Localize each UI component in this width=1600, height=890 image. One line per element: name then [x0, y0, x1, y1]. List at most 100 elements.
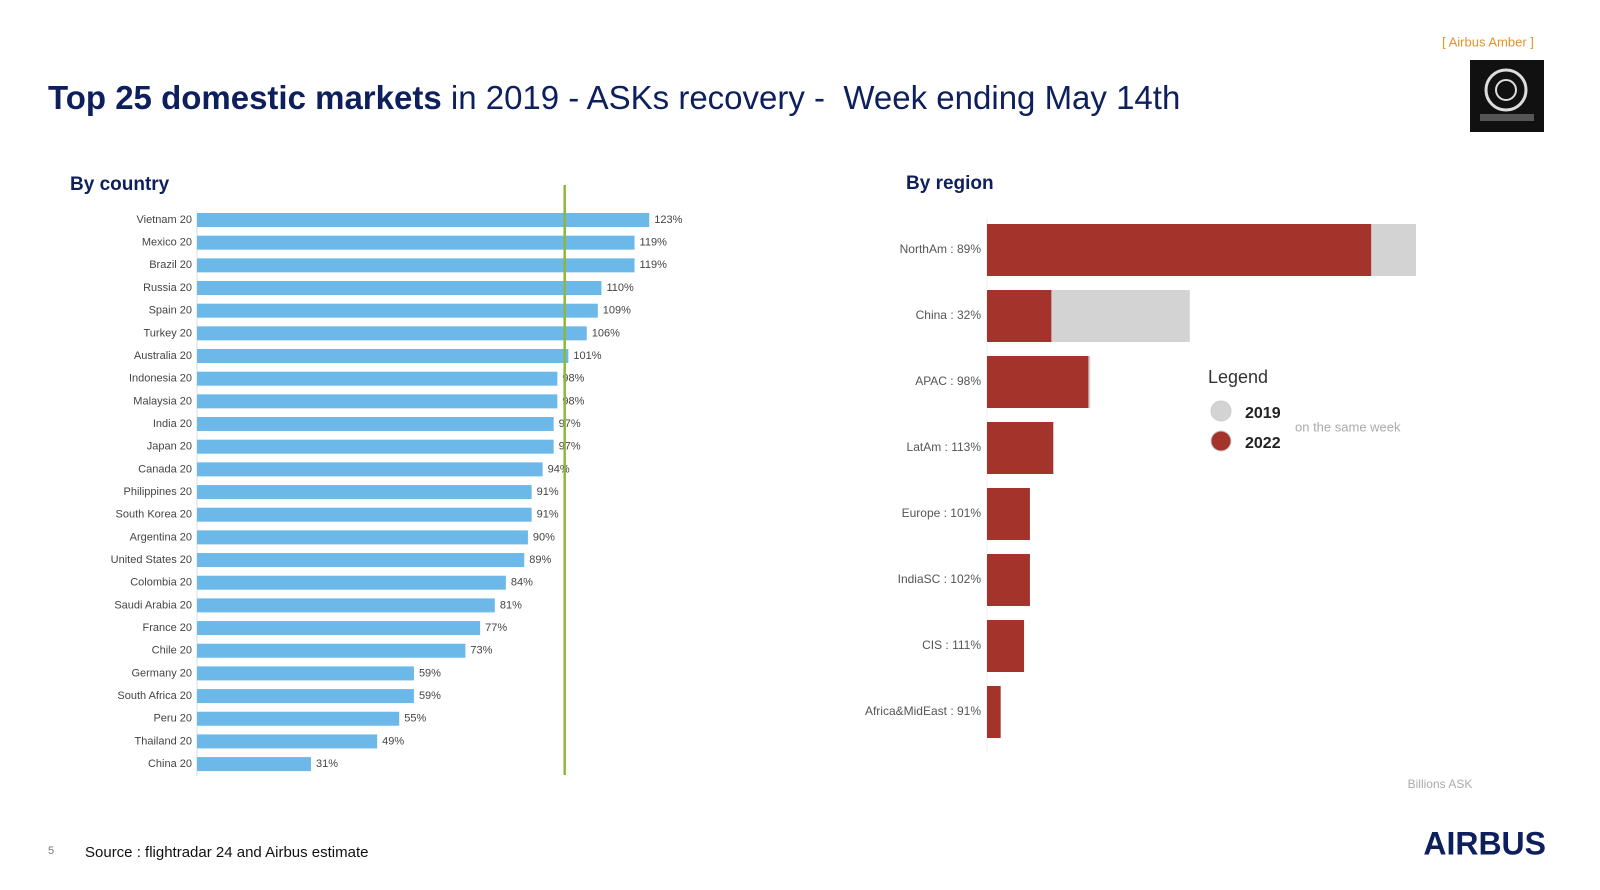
- bar: [197, 507, 532, 522]
- bar: [197, 462, 543, 477]
- bar: [197, 417, 554, 432]
- chart-title: By country: [70, 174, 170, 195]
- unit-label: Billions ASK: [1408, 777, 1473, 791]
- value-label: 94%: [548, 463, 570, 475]
- bar: [197, 757, 311, 772]
- value-label: 49%: [382, 735, 404, 747]
- bar: [197, 281, 602, 296]
- value-label: 98%: [562, 373, 584, 385]
- title-bold: Top 25 domestic markets: [48, 79, 442, 116]
- value-label: 90%: [533, 531, 555, 543]
- value-label: 106%: [592, 327, 620, 339]
- category-label: Vietnam 20: [137, 214, 192, 226]
- value-label: 119%: [640, 259, 668, 271]
- category-label: China : 32%: [916, 308, 982, 322]
- category-label: Germany 20: [131, 667, 192, 679]
- legend-title: Legend: [1208, 367, 1268, 387]
- category-label: Africa&MidEast : 91%: [865, 704, 981, 718]
- bar: [197, 666, 414, 681]
- category-label: Peru 20: [153, 713, 192, 725]
- category-label: Thailand 20: [135, 735, 193, 747]
- bar: [197, 734, 378, 749]
- value-label: 59%: [419, 667, 441, 679]
- category-label: IndiaSC : 102%: [898, 572, 982, 586]
- value-label: 91%: [537, 486, 559, 498]
- value-label: 84%: [511, 577, 533, 589]
- value-label: 55%: [404, 713, 426, 725]
- value-label: 98%: [562, 395, 584, 407]
- bar: [987, 356, 1089, 408]
- logo-text: AIRBUS: [1423, 825, 1546, 861]
- category-label: Canada 20: [138, 463, 192, 475]
- bar: [197, 530, 528, 545]
- bar: [197, 258, 635, 273]
- bar: [197, 711, 400, 726]
- category-label: CIS : 111%: [922, 638, 981, 652]
- logo-bar: [1480, 114, 1534, 121]
- title: Top 25 domestic markets in 2019 - ASKs r…: [48, 79, 1180, 116]
- logo-ring: [1484, 68, 1528, 112]
- category-label: Russia 20: [143, 282, 192, 294]
- category-label: United States 20: [111, 554, 192, 566]
- value-label: 73%: [470, 645, 492, 657]
- value-label: 31%: [316, 758, 338, 770]
- source: Source : flightradar 24 and Airbus estim…: [85, 844, 369, 861]
- bar: [197, 235, 635, 250]
- category-label: LatAm : 113%: [907, 440, 982, 454]
- bar: [987, 422, 1054, 474]
- bar: [197, 439, 554, 454]
- category-label: Saudi Arabia 20: [114, 599, 192, 611]
- chart-title: By region: [906, 173, 994, 194]
- category-label: Brazil 20: [149, 259, 192, 271]
- category-label: China 20: [148, 758, 192, 770]
- category-label: Argentina 20: [130, 531, 192, 543]
- bar: [197, 394, 558, 409]
- bar: [987, 224, 1372, 276]
- category-label: France 20: [142, 622, 192, 634]
- tag: [ Airbus Amber ]: [1442, 34, 1534, 49]
- value-label: 77%: [485, 622, 507, 634]
- category-label: South Korea 20: [116, 509, 192, 521]
- bar: [197, 213, 650, 227]
- value-label: 101%: [573, 350, 601, 362]
- bar: [987, 620, 1025, 672]
- category-label: Turkey 20: [143, 327, 192, 339]
- bar: [987, 488, 1030, 540]
- bar: [197, 575, 506, 590]
- value-label: 123%: [654, 214, 682, 226]
- bar: [197, 643, 466, 658]
- page-number: 5: [48, 845, 54, 857]
- category-label: Mexico 20: [142, 237, 192, 249]
- value-label: 59%: [419, 690, 441, 702]
- category-label: Colombia 20: [130, 577, 192, 589]
- legend-label: 2022: [1245, 435, 1281, 452]
- category-label: Australia 20: [134, 350, 192, 362]
- bar: [987, 686, 1001, 738]
- value-label: 91%: [537, 509, 559, 521]
- legend-note: on the same week: [1295, 419, 1401, 434]
- bar: [197, 553, 525, 568]
- category-label: Japan 20: [147, 441, 192, 453]
- category-label: Chile 20: [152, 645, 192, 657]
- category-label: Spain 20: [149, 305, 192, 317]
- bar: [197, 349, 569, 364]
- bar: [987, 290, 1052, 342]
- category-label: Europe : 101%: [902, 506, 982, 520]
- category-label: South Africa 20: [117, 690, 192, 702]
- category-label: Philippines 20: [124, 486, 193, 498]
- title-rest: in 2019 - ASKs recovery - Week ending Ma…: [442, 79, 1181, 116]
- value-label: 89%: [529, 554, 551, 566]
- bar: [197, 303, 598, 318]
- value-label: 81%: [500, 599, 522, 611]
- bar: [987, 554, 1030, 606]
- corner-logo: [1470, 60, 1544, 132]
- legend-swatch: [1210, 430, 1232, 452]
- bar: [197, 689, 414, 704]
- bar: [197, 371, 558, 386]
- value-label: 110%: [606, 282, 634, 294]
- value-label: 97%: [559, 441, 581, 453]
- value-label: 109%: [603, 305, 631, 317]
- category-label: Indonesia 20: [129, 373, 192, 385]
- logo-ring: [1495, 79, 1517, 101]
